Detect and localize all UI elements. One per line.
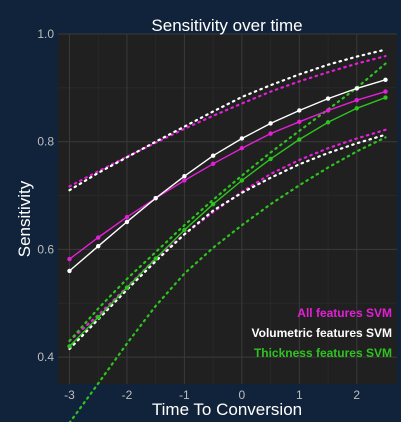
- y-tick-label: 1.0: [37, 27, 54, 41]
- x-axis-label: Time To Conversion: [152, 400, 302, 419]
- y-tick-label: 0.6: [37, 242, 54, 256]
- legend: All features SVM Volumetric features SVM T…: [252, 306, 392, 360]
- y-tick-label: 0.8: [37, 135, 54, 149]
- point-thickness-features-svm: [210, 201, 216, 207]
- point-thickness-features-svm: [325, 120, 331, 125]
- point-volumetric-features-svm: [67, 268, 72, 274]
- upper-bound-volumetric-features-svm: [68, 48, 387, 192]
- lower-bound-thickness-features-svm: [68, 136, 387, 422]
- point-all-features-svm: [354, 98, 359, 103]
- series-points: [67, 77, 388, 349]
- point-all-features-svm: [297, 119, 302, 124]
- x-tick-label: 0: [239, 388, 246, 402]
- series-lines: [69, 79, 386, 347]
- y-axis-ticks: 0.4 0.6 0.8 1.0: [37, 27, 54, 364]
- x-tick-label: -2: [122, 388, 133, 402]
- point-all-features-svm: [96, 235, 101, 240]
- chart-title: Sensitivity over time: [151, 16, 302, 35]
- point-all-features-svm: [383, 89, 388, 94]
- point-all-features-svm: [67, 256, 72, 262]
- legend-entry: Thickness features SVM: [254, 346, 392, 360]
- legend-entry: Volumetric features SVM: [252, 326, 392, 340]
- point-all-features-svm: [325, 108, 331, 113]
- legend-entry: All features SVM: [297, 306, 392, 320]
- point-thickness-features-svm: [67, 344, 72, 349]
- point-all-features-svm: [210, 161, 216, 166]
- point-volumetric-features-svm: [268, 121, 273, 126]
- point-thickness-features-svm: [153, 256, 158, 261]
- point-volumetric-features-svm: [297, 108, 302, 113]
- line-volumetric-features-svm: [69, 79, 386, 272]
- point-thickness-features-svm: [182, 227, 187, 233]
- point-thickness-features-svm: [268, 156, 273, 162]
- point-volumetric-features-svm: [182, 173, 187, 179]
- point-thickness-features-svm: [297, 137, 302, 142]
- x-tick-label: -1: [179, 388, 190, 402]
- point-thickness-features-svm: [383, 95, 388, 100]
- point-thickness-features-svm: [354, 106, 359, 111]
- y-axis-label: Sensitivity: [15, 180, 34, 257]
- upper-bound-thickness-features-svm: [68, 62, 387, 342]
- y-tick-label: 0.4: [37, 350, 54, 364]
- point-volumetric-features-svm: [153, 196, 158, 201]
- point-thickness-features-svm: [124, 285, 130, 290]
- point-volumetric-features-svm: [383, 77, 388, 82]
- point-volumetric-features-svm: [210, 153, 216, 158]
- point-all-features-svm: [124, 214, 130, 220]
- plot-panel: [58, 34, 397, 384]
- point-volumetric-features-svm: [354, 86, 359, 91]
- x-tick-label: 2: [353, 388, 360, 402]
- line-all-features-svm: [69, 90, 386, 260]
- point-thickness-features-svm: [239, 178, 245, 183]
- point-all-features-svm: [182, 178, 187, 183]
- gridlines: [58, 33, 397, 384]
- point-volumetric-features-svm: [239, 136, 245, 141]
- line-thickness-features-svm: [69, 96, 386, 347]
- point-volumetric-features-svm: [96, 243, 101, 249]
- point-volumetric-features-svm: [124, 219, 130, 225]
- x-tick-label: 1: [296, 388, 303, 402]
- lower-bound-volumetric-features-svm: [68, 133, 387, 351]
- point-all-features-svm: [268, 131, 273, 136]
- point-all-features-svm: [239, 145, 245, 151]
- x-tick-label: -3: [64, 388, 75, 402]
- point-thickness-features-svm: [96, 315, 101, 320]
- point-volumetric-features-svm: [325, 96, 331, 101]
- x-axis-ticks: -3 -2 -1 0 1 2: [64, 388, 360, 402]
